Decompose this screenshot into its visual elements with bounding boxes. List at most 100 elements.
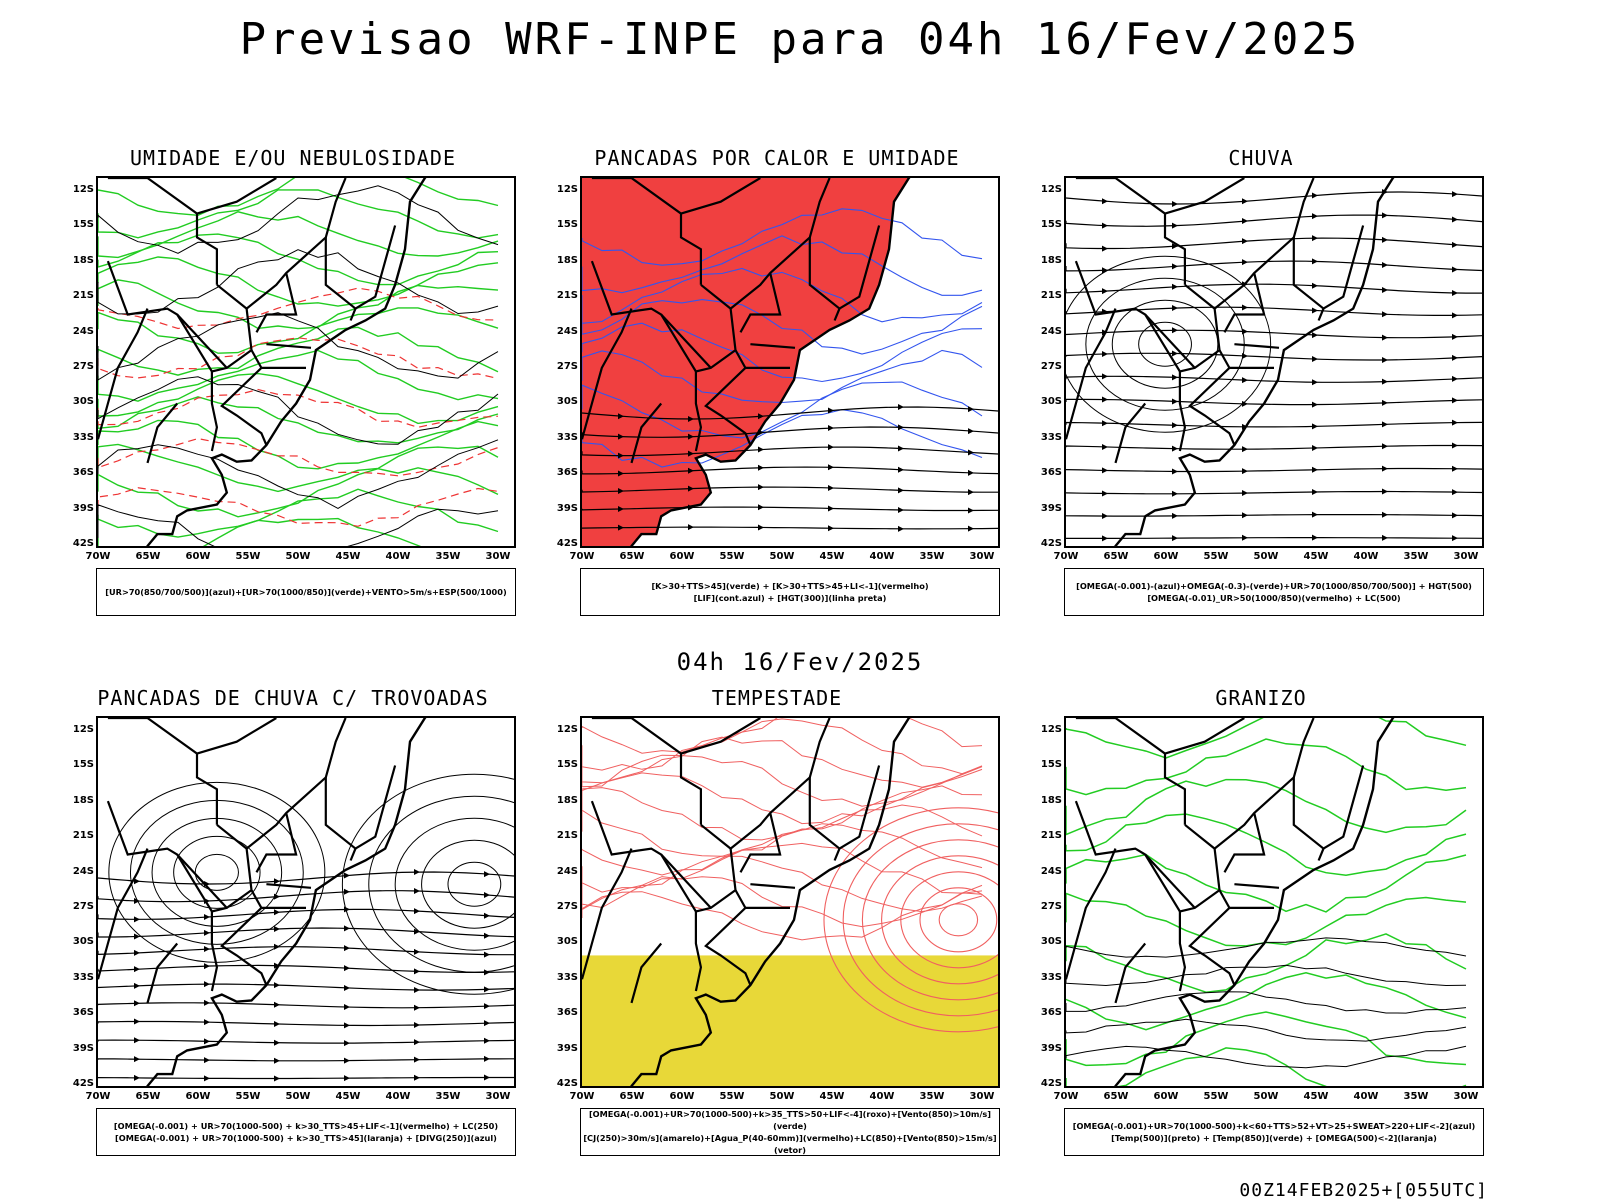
streamline-arrow [204,1038,210,1045]
contour-label: 9600 [808,178,831,180]
contour-line [582,322,983,383]
longitude-label: 70W [1053,1091,1079,1102]
streamline-arrow [618,452,624,459]
contour-label: 40 [987,718,998,720]
latitude-label: 15S [1040,219,1062,231]
latitude-label: 39S [556,1042,578,1054]
contour-label: 558 [1175,178,1192,180]
streamline-arrow [828,525,834,532]
streamline-arrow [274,1057,280,1064]
streamline-arrow [1382,334,1388,341]
lc250-rings-east [341,773,514,995]
latitude-label: 30S [72,396,94,408]
streamline [1066,260,1482,272]
streamline [582,466,998,475]
streamline-arrow [1242,377,1248,384]
longitude-label: 60W [185,1091,211,1102]
longitude-label: 40W [869,1091,895,1102]
streamline-arrow [1102,396,1108,403]
streamline-arrow [1452,465,1458,472]
streamline-arrow [688,467,694,474]
streamline [582,506,998,512]
streamline-arrow [344,1022,350,1029]
latitude-label: 12S [72,724,94,735]
legend-line: [Temp(500)](preto) + [Temp(850)](verde) … [1111,1133,1437,1143]
contour-label: 1012 [353,178,375,180]
map-base [98,718,427,1086]
streamline-arrow [1312,423,1318,430]
country-border [266,883,312,889]
streamline-arrow [1172,222,1178,229]
streamline-arrow [828,484,834,491]
streamline-arrow [204,963,210,970]
country-border [98,848,149,980]
legend-line: [CJ(250)>30m/s](amarelo)+[Agua_P(40-60mm… [583,1133,997,1155]
contour-ring [938,903,979,937]
coastline [1114,178,1395,546]
country-border [255,812,298,873]
map-svg: 1012101210121016101610121008100410041016… [98,178,499,546]
contour-ring [1066,255,1272,433]
streamline-arrow [828,425,834,432]
streamline-arrow [1452,535,1458,542]
longitude-label: 65W [1103,1091,1129,1102]
streamline-arrow [1452,442,1458,449]
contour-line [582,785,983,841]
country-border [591,718,702,825]
streamline-arrow [204,1075,210,1082]
streamline-arrow [1172,468,1178,475]
streamline-arrow [1382,311,1388,318]
contour-line [1066,991,1467,1014]
latitude-label: 24S [72,865,94,877]
legend-line: [K>30+TTS>45](verde) + [K>30+TTS>45+LI<-… [651,581,929,591]
country-border [1234,343,1280,349]
longitude-label: 70W [85,551,111,562]
country-border [1234,883,1280,889]
longitude-label: 30W [485,551,511,562]
contour-labels: 40404040 [959,718,998,720]
streamline-arrow [344,872,350,879]
streamline-arrow [204,946,210,953]
streamline-arrow [1312,258,1318,265]
longitude-label: 50W [285,1091,311,1102]
longitude-label: 35W [919,551,945,562]
longitude-label: 65W [1103,551,1129,562]
streamline-arrow [414,948,420,955]
streamline-arrow [1452,489,1458,496]
contour-label: 570 [1259,178,1276,180]
contour-label: 564 [297,178,314,180]
country-border [107,178,218,285]
longitude-label: 40W [385,1091,411,1102]
panel-legend: [OMEGA(-0.001)-(azul)+OMEGA(-0.3)-(verde… [1064,568,1484,616]
streamline-arrow [344,1004,350,1011]
streamline-arrow [968,406,974,413]
streamline-arrow [1452,375,1458,382]
country-border [1213,178,1315,310]
country-border [1317,308,1325,321]
latitude-label: 18S [1040,254,1062,266]
contour-ring [881,855,998,985]
longitude-label: 35W [435,551,461,562]
streamline-arrow [344,1075,350,1082]
map-frame [96,716,516,1088]
latitude-label: 39S [556,502,578,514]
country-border [704,349,752,446]
streamline-arrow [134,916,140,923]
streamline [1066,352,1482,361]
contour-line [1066,1047,1467,1086]
streamline-arrow [1452,512,1458,519]
contour-line [98,419,499,470]
streamline-arrow [414,1004,420,1011]
country-border [1317,848,1325,861]
contour-label: 579 [1175,178,1192,180]
streamline-arrow [1382,212,1388,219]
streamline-arrow [484,1074,490,1081]
contour-labels: 5825825765795795735705675645615585765735… [1095,178,1386,180]
streamline-arrow [1172,374,1178,381]
country-border [324,765,397,850]
country-border [694,371,703,452]
streamline [1066,490,1482,495]
contour-label: 9600 [862,178,885,180]
latitude-label: 27S [556,901,578,912]
country-border [220,889,268,986]
